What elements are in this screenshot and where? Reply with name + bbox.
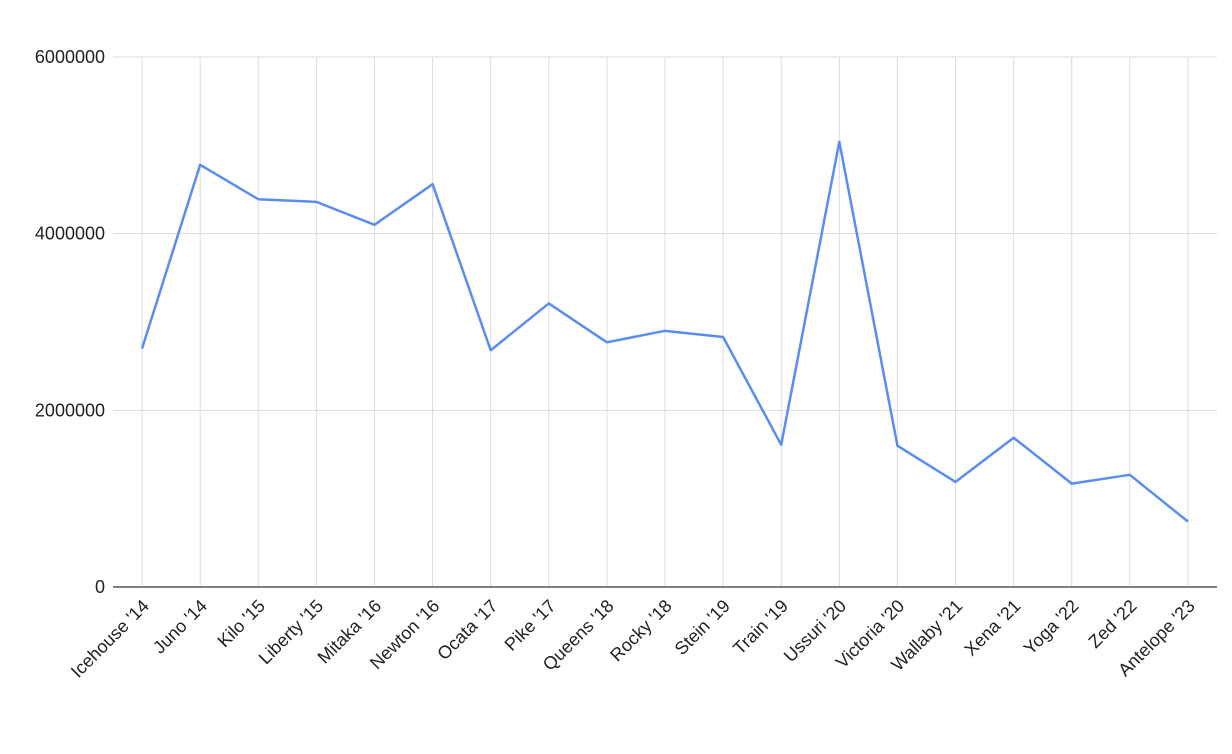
x-tick-label: Yoga '22 xyxy=(1020,596,1083,659)
y-tick-label: 6000000 xyxy=(35,47,105,67)
x-tick-label: Juno '14 xyxy=(149,596,211,658)
x-tick-label: Zed '22 xyxy=(1084,596,1140,652)
line-series xyxy=(140,140,1189,523)
y-tick-label: 2000000 xyxy=(35,400,105,420)
x-tick-label: Kilo '15 xyxy=(214,596,269,651)
x-tick-label: Ocata '17 xyxy=(433,596,501,664)
y-tick-label: 0 xyxy=(95,577,105,597)
y-tick-label: 4000000 xyxy=(35,224,105,244)
x-tick-label: Icehouse '14 xyxy=(67,596,153,682)
x-tick-label: Pike '17 xyxy=(501,596,560,655)
x-tick-label: Rocky '18 xyxy=(606,596,676,666)
x-tick-label: Stein '19 xyxy=(671,596,734,659)
x-tick-label: Xena '21 xyxy=(960,596,1024,660)
